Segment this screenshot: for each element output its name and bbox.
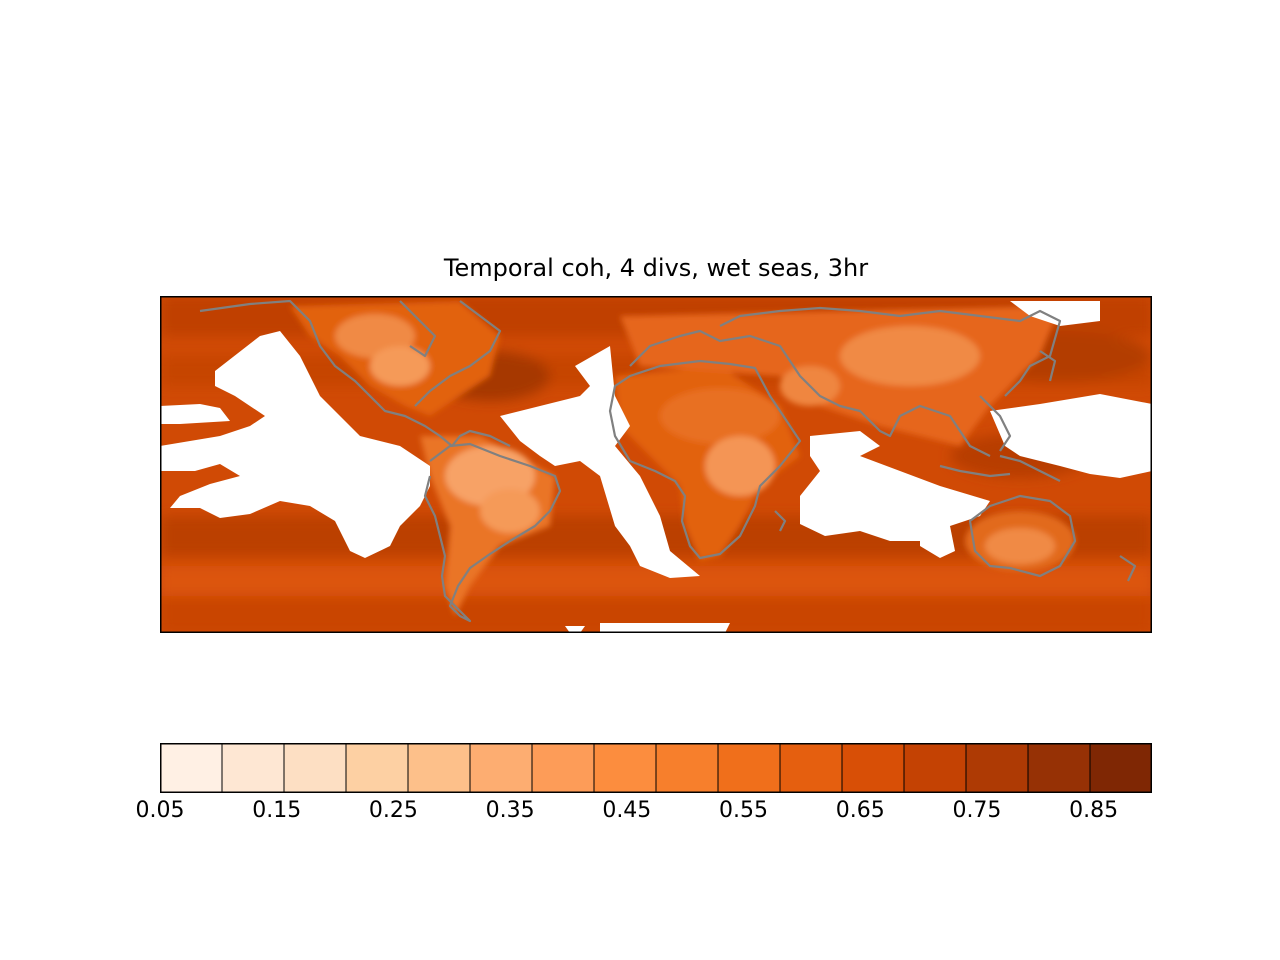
colorbar-tick-label: 0.05 (135, 798, 185, 823)
colorbar-tick-label: 0.25 (368, 798, 418, 823)
colorbar-tick-label: 0.75 (952, 798, 1002, 823)
colorbar-border (160, 743, 1152, 793)
colorbar-cell (469, 743, 533, 793)
colorbar-tick-label: 0.65 (835, 798, 885, 823)
map-panel (160, 296, 1152, 633)
colorbar-cell (717, 743, 781, 793)
map-title: Temporal coh, 4 divs, wet seas, 3hr (443, 254, 869, 282)
colorbar-cell (779, 743, 843, 793)
colorbar-cell (593, 743, 657, 793)
map-border (160, 296, 1152, 633)
colorbar-cell (1027, 743, 1091, 793)
colorbar-cell (1089, 743, 1152, 793)
colorbar-cell (531, 743, 595, 793)
colorbar-cell (160, 743, 223, 793)
colorbar-tick-label: 0.45 (602, 798, 652, 823)
colorbar-tick-label: 0.15 (252, 798, 302, 823)
colorbar-tick-label: 0.55 (719, 798, 769, 823)
colorbar-tick-label: 0.85 (1069, 798, 1119, 823)
colorbar-cell (965, 743, 1029, 793)
colorbar-cell (283, 743, 347, 793)
land-field (290, 301, 1075, 616)
colorbar-cells (160, 743, 1152, 793)
colorbar-cell (841, 743, 905, 793)
colorbar-cell (221, 743, 285, 793)
coastlines (199, 299, 1137, 623)
colorbar-cell (655, 743, 719, 793)
colorbar-cell (345, 743, 409, 793)
colorbar-tick-label: 0.35 (485, 798, 535, 823)
masked-regions (160, 301, 1152, 633)
colorbar-cell (903, 743, 967, 793)
colorbar-cell (407, 743, 471, 793)
colorbar (160, 743, 1152, 793)
